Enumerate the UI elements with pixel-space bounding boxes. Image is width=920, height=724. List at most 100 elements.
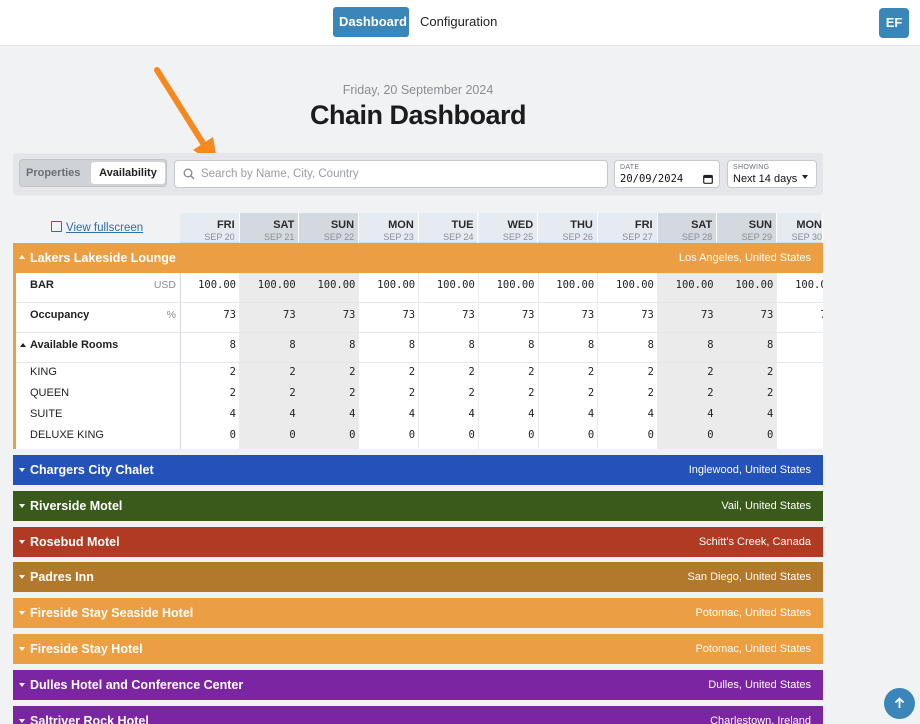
grid-cell[interactable]: 0 [766,429,774,441]
grid-cell[interactable]: 8 [707,339,714,351]
grid-cell[interactable]: 0 [647,429,654,441]
grid-cell[interactable]: 2 [707,366,714,378]
grid-cell[interactable]: 73 [283,309,296,321]
grid-cell[interactable]: 4 [766,408,774,420]
grid-cell[interactable]: 4 [528,408,535,420]
grid-cell[interactable]: 8 [408,339,416,351]
grid-cell[interactable]: 2 [229,387,236,399]
grid-cell[interactable]: 73 [700,309,714,321]
grid-cell[interactable]: 100.00 [556,279,595,291]
nav-dashboard-button[interactable]: Dashboard [333,7,409,37]
grid-cell[interactable]: 4 [587,408,595,420]
nav-configuration-button[interactable]: Configuration [420,14,498,29]
grid-cell[interactable]: 2 [408,387,416,399]
grid-cell[interactable]: 0 [408,429,416,441]
property-bar[interactable]: Padres Inn San Diego, United States [13,562,823,593]
grid-cell[interactable]: 2 [766,387,774,399]
grid-cell[interactable]: 4 [349,408,356,420]
grid-cell[interactable]: 8 [468,339,475,351]
grid-cell[interactable]: 8 [587,339,595,351]
grid-cell[interactable]: 2 [766,366,774,378]
date-value[interactable]: 20/09/2024 [620,173,684,185]
grid-cell[interactable]: 73 [462,309,475,321]
grid-cell[interactable]: 4 [229,408,236,420]
grid-cell[interactable]: 73 [342,309,356,321]
grid-cell[interactable]: 0 [468,429,475,441]
property-bar[interactable]: Fireside Stay Hotel Potomac, United State… [13,634,823,664]
grid-cell[interactable]: 2 [647,387,654,399]
grid-cell[interactable]: 2 [349,366,356,378]
grid-cell[interactable]: 4 [647,408,654,420]
grid-cell[interactable]: 100.00 [257,279,296,291]
grid-cell[interactable]: 100.00 [795,279,823,291]
grid-cell[interactable]: 100.00 [675,279,714,291]
grid-cell[interactable]: 73 [581,309,595,321]
showing-value[interactable]: Next 14 days [733,173,798,185]
grid-cell[interactable]: 0 [229,429,236,441]
grid-cell[interactable]: 2 [647,366,654,378]
showing-dropdown[interactable]: SHOWING Next 14 days [727,160,817,188]
property-bar-expanded[interactable]: Lakers Lakeside Lounge Los Angeles, Unit… [13,243,823,273]
grid-cell[interactable]: 2 [349,387,356,399]
grid-cell[interactable]: 100.00 [377,279,416,291]
grid-cell[interactable]: 4 [777,408,823,420]
grid-cell[interactable]: 100.00 [496,279,535,291]
property-bar[interactable]: Saltriver Rock Hotel Charlestown, Ireland [13,705,823,724]
grid-cell[interactable]: 2 [707,387,714,399]
grid-cell[interactable]: 100.00 [317,279,356,291]
view-fullscreen-link[interactable]: View fullscreen [51,221,143,234]
grid-cell[interactable]: 2 [777,366,823,378]
search-input[interactable] [201,165,601,183]
grid-cell[interactable]: 0 [349,429,356,441]
grid-cell[interactable]: 73 [760,309,774,321]
search-box[interactable] [174,160,608,188]
grid-cell[interactable]: 2 [289,366,296,378]
grid-cell[interactable]: 100.00 [735,279,774,291]
grid-cell[interactable]: 2 [468,366,475,378]
grid-cell[interactable]: 2 [408,366,416,378]
grid-cell[interactable]: 8 [289,339,296,351]
grid-cell[interactable]: 73 [223,309,236,321]
property-bar[interactable]: Chargers City Chalet Inglewood, United St… [13,455,823,485]
grid-cell[interactable]: 73 [402,309,416,321]
grid-cell[interactable]: 2 [289,387,296,399]
grid-cell[interactable]: 2 [587,387,595,399]
calendar-icon[interactable] [703,174,713,184]
grid-cell[interactable]: 8 [647,339,654,351]
grid-cell[interactable]: 0 [289,429,296,441]
grid-cell[interactable]: 8 [766,339,774,351]
grid-cell[interactable]: 2 [229,366,236,378]
property-bar[interactable]: Dulles Hotel and Conference Center Dulles… [13,669,823,700]
property-bar[interactable]: Rosebud Motel Schitt's Creek, Canada [13,526,823,557]
grid-cell[interactable]: 73 [521,309,535,321]
grid-cell[interactable]: 2 [777,387,823,399]
grid-cell[interactable]: 0 [587,429,595,441]
avatar[interactable]: EF [879,8,909,38]
grid-cell[interactable]: 4 [289,408,296,420]
grid-cell[interactable]: 0 [707,429,714,441]
view-fullscreen-text[interactable]: View fullscreen [66,222,144,234]
grid-cell[interactable]: 100.00 [615,279,654,291]
grid-cell[interactable]: 8 [528,339,535,351]
scroll-to-top-button[interactable] [884,688,915,719]
grid-cell[interactable]: 8 [349,339,356,351]
grid-cell[interactable]: 73 [777,309,823,321]
grid-cell[interactable]: 2 [468,387,475,399]
grid-cell[interactable]: 2 [587,366,595,378]
grid-cell[interactable]: 100.00 [198,279,236,291]
grid-cell[interactable]: 73 [641,309,654,321]
grid-cell[interactable]: 8 [777,339,823,351]
grid-cell[interactable]: 0 [777,429,823,441]
grid-cell[interactable]: 4 [408,408,416,420]
grid-cell[interactable]: 4 [707,408,714,420]
grid-cell[interactable]: 0 [528,429,535,441]
grid-cell[interactable]: 2 [528,366,535,378]
date-picker[interactable]: DATE 20/09/2024 [614,160,720,188]
grid-cell[interactable]: 4 [468,408,475,420]
chevron-up-icon[interactable] [20,343,26,347]
grid-cell[interactable]: 2 [528,387,535,399]
property-bar[interactable]: Riverside Motel Vail, United States [13,490,823,521]
property-bar[interactable]: Fireside Stay Seaside Hotel Potomac, Unit… [13,598,823,629]
tab-properties[interactable]: Properties [26,167,81,179]
grid-cell[interactable]: 100.00 [436,279,475,291]
